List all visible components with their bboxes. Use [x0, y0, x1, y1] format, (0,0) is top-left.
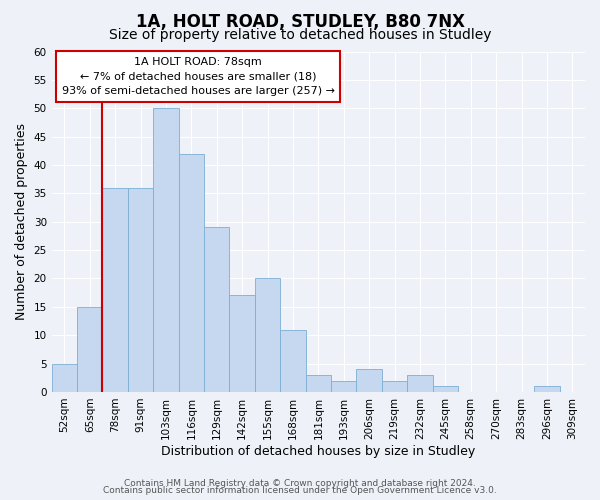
Bar: [356, 370, 382, 392]
Bar: [331, 380, 356, 392]
Bar: [103, 188, 128, 392]
Text: Contains HM Land Registry data © Crown copyright and database right 2024.: Contains HM Land Registry data © Crown c…: [124, 478, 476, 488]
Text: 1A, HOLT ROAD, STUDLEY, B80 7NX: 1A, HOLT ROAD, STUDLEY, B80 7NX: [136, 12, 464, 30]
Bar: [204, 228, 229, 392]
Bar: [407, 375, 433, 392]
Text: Contains public sector information licensed under the Open Government Licence v3: Contains public sector information licen…: [103, 486, 497, 495]
Bar: [255, 278, 280, 392]
Bar: [229, 296, 255, 392]
Bar: [128, 188, 153, 392]
Bar: [534, 386, 560, 392]
Bar: [179, 154, 204, 392]
Text: 1A HOLT ROAD: 78sqm
← 7% of detached houses are smaller (18)
93% of semi-detache: 1A HOLT ROAD: 78sqm ← 7% of detached hou…: [62, 56, 335, 96]
Text: Size of property relative to detached houses in Studley: Size of property relative to detached ho…: [109, 28, 491, 42]
Bar: [153, 108, 179, 392]
Bar: [280, 330, 305, 392]
Bar: [52, 364, 77, 392]
Bar: [433, 386, 458, 392]
Bar: [382, 380, 407, 392]
X-axis label: Distribution of detached houses by size in Studley: Distribution of detached houses by size …: [161, 444, 475, 458]
Bar: [305, 375, 331, 392]
Bar: [77, 307, 103, 392]
Y-axis label: Number of detached properties: Number of detached properties: [15, 123, 28, 320]
